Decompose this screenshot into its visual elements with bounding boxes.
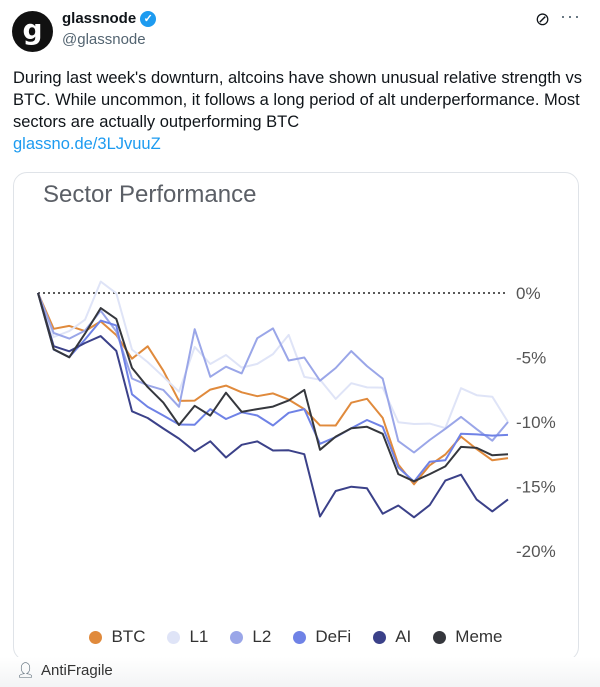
user-icon: 👤︎ xyxy=(16,662,36,679)
legend-item-meme[interactable]: Meme xyxy=(433,627,503,647)
verified-badge-icon: ✓ xyxy=(140,10,157,27)
series-line-l1 xyxy=(37,280,509,430)
series-line-ai xyxy=(37,292,509,519)
chart-title: Sector Performance xyxy=(43,181,257,208)
y-tick-label: -5% xyxy=(516,349,546,368)
footer: 👤︎ AntiFragile xyxy=(0,657,600,687)
series-line-meme xyxy=(37,292,509,483)
legend-dot-icon xyxy=(167,630,181,644)
tweet-text: During last week's downturn, altcoins ha… xyxy=(13,67,588,155)
legend-item-defi[interactable]: DeFi xyxy=(293,627,351,647)
author-name[interactable]: glassnode ✓ xyxy=(62,10,157,27)
more-icon[interactable]: ··· xyxy=(560,6,581,26)
tweet-body: During last week's downturn, altcoins ha… xyxy=(13,69,583,131)
y-tick-label: 0% xyxy=(516,284,541,303)
avatar[interactable]: g xyxy=(12,11,53,52)
legend-dot-icon xyxy=(373,630,387,644)
avatar-letter: g xyxy=(22,12,43,46)
series-line-defi xyxy=(37,292,509,483)
y-tick-label: -20% xyxy=(516,542,556,561)
series-line-btc xyxy=(37,292,509,486)
y-tick-label: -15% xyxy=(516,478,556,497)
author-name-text: glassnode xyxy=(62,10,137,27)
legend-dot-icon xyxy=(293,630,307,644)
line-chart: 0% -5% -10% -15% -20% xyxy=(37,280,556,561)
chart-card[interactable]: Sector Performance 0% -5% -10% -15% -20% BTC… xyxy=(13,172,579,661)
legend-label: L2 xyxy=(252,627,272,646)
series-line-l2 xyxy=(37,292,509,454)
footer-user-name: AntiFragile xyxy=(41,661,113,679)
legend-item-l1[interactable]: L1 xyxy=(167,627,208,647)
footer-user[interactable]: 👤︎ AntiFragile xyxy=(16,661,113,680)
y-tick-label: -10% xyxy=(516,413,556,432)
legend-dot-icon xyxy=(230,630,244,644)
legend-item-btc[interactable]: BTC xyxy=(89,627,145,647)
legend-label: DeFi xyxy=(315,627,352,646)
legend-item-l2[interactable]: L2 xyxy=(230,627,271,647)
grok-icon[interactable]: ⊘ xyxy=(535,9,551,29)
legend-label: L1 xyxy=(189,627,209,646)
legend-label: AI xyxy=(395,627,412,646)
legend-item-ai[interactable]: AI xyxy=(373,627,411,647)
author-handle[interactable]: @glassnode xyxy=(62,31,146,48)
tweet-link[interactable]: glassno.de/3LJvuuZ xyxy=(13,135,161,153)
chart-legend: BTC L1 L2 DeFi AI Meme xyxy=(14,627,578,647)
legend-label: BTC xyxy=(111,627,146,646)
legend-label: Meme xyxy=(455,627,503,646)
legend-dot-icon xyxy=(433,630,447,644)
legend-dot-icon xyxy=(89,630,103,644)
